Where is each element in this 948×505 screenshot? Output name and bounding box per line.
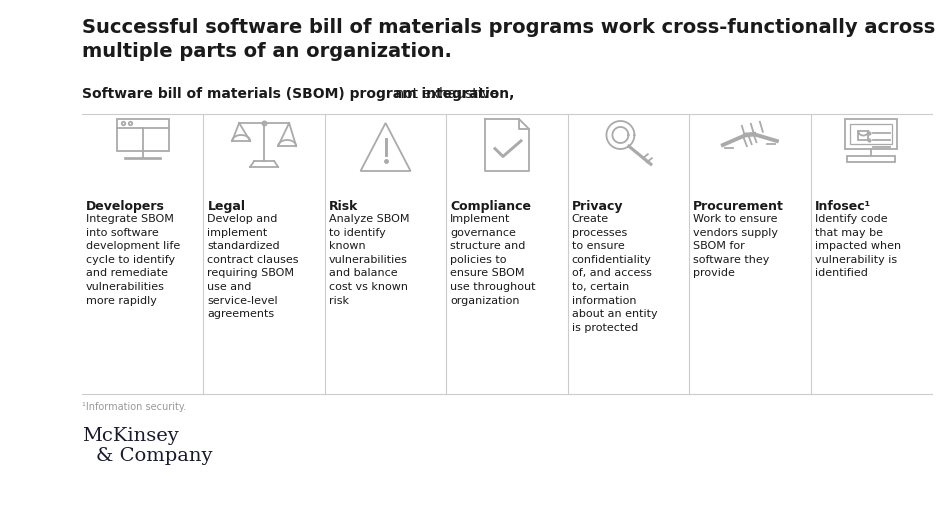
Text: Implement
governance
structure and
policies to
ensure SBOM
use throughout
organi: Implement governance structure and polic…	[450, 214, 536, 305]
Text: ¹Information security.: ¹Information security.	[82, 401, 186, 411]
Bar	[117, 120, 169, 152]
Text: Work to ensure
vendors supply
SBOM for
software they
provide: Work to ensure vendors supply SBOM for s…	[693, 214, 778, 278]
Text: Legal: Legal	[208, 199, 246, 213]
Text: Risk: Risk	[329, 199, 358, 213]
Bar	[846, 120, 898, 149]
Text: Compliance: Compliance	[450, 199, 531, 213]
Text: Procurement: Procurement	[693, 199, 784, 213]
Text: Integrate SBOM
into software
development life
cycle to identify
and remediate
vu: Integrate SBOM into software development…	[86, 214, 180, 305]
Text: Privacy: Privacy	[572, 199, 623, 213]
Text: Developers: Developers	[86, 199, 165, 213]
Text: Infosec¹: Infosec¹	[814, 199, 870, 213]
Text: Software bill of materials (SBOM) program integration,: Software bill of materials (SBOM) progra…	[82, 87, 515, 101]
Text: McKinsey: McKinsey	[82, 426, 179, 444]
Bar	[850, 125, 892, 144]
Text: not exhaustive: not exhaustive	[391, 87, 499, 101]
Text: Identify code
that may be
impacted when
vulnerability is
identified: Identify code that may be impacted when …	[814, 214, 901, 278]
Text: Analyze SBOM
to identify
known
vulnerabilities
and balance
cost vs known
risk: Analyze SBOM to identify known vulnerabi…	[329, 214, 410, 305]
Bar	[848, 157, 895, 163]
Text: Successful software bill of materials programs work cross-functionally across
mu: Successful software bill of materials pr…	[82, 18, 936, 61]
Bar	[858, 132, 868, 141]
Text: & Company: & Company	[96, 446, 212, 464]
Text: Develop and
implement
standardized
contract clauses
requiring SBOM
use and
servi: Develop and implement standardized contr…	[208, 214, 299, 319]
Text: Create
processes
to ensure
confidentiality
of, and access
to, certain
informatio: Create processes to ensure confidentiali…	[572, 214, 657, 332]
